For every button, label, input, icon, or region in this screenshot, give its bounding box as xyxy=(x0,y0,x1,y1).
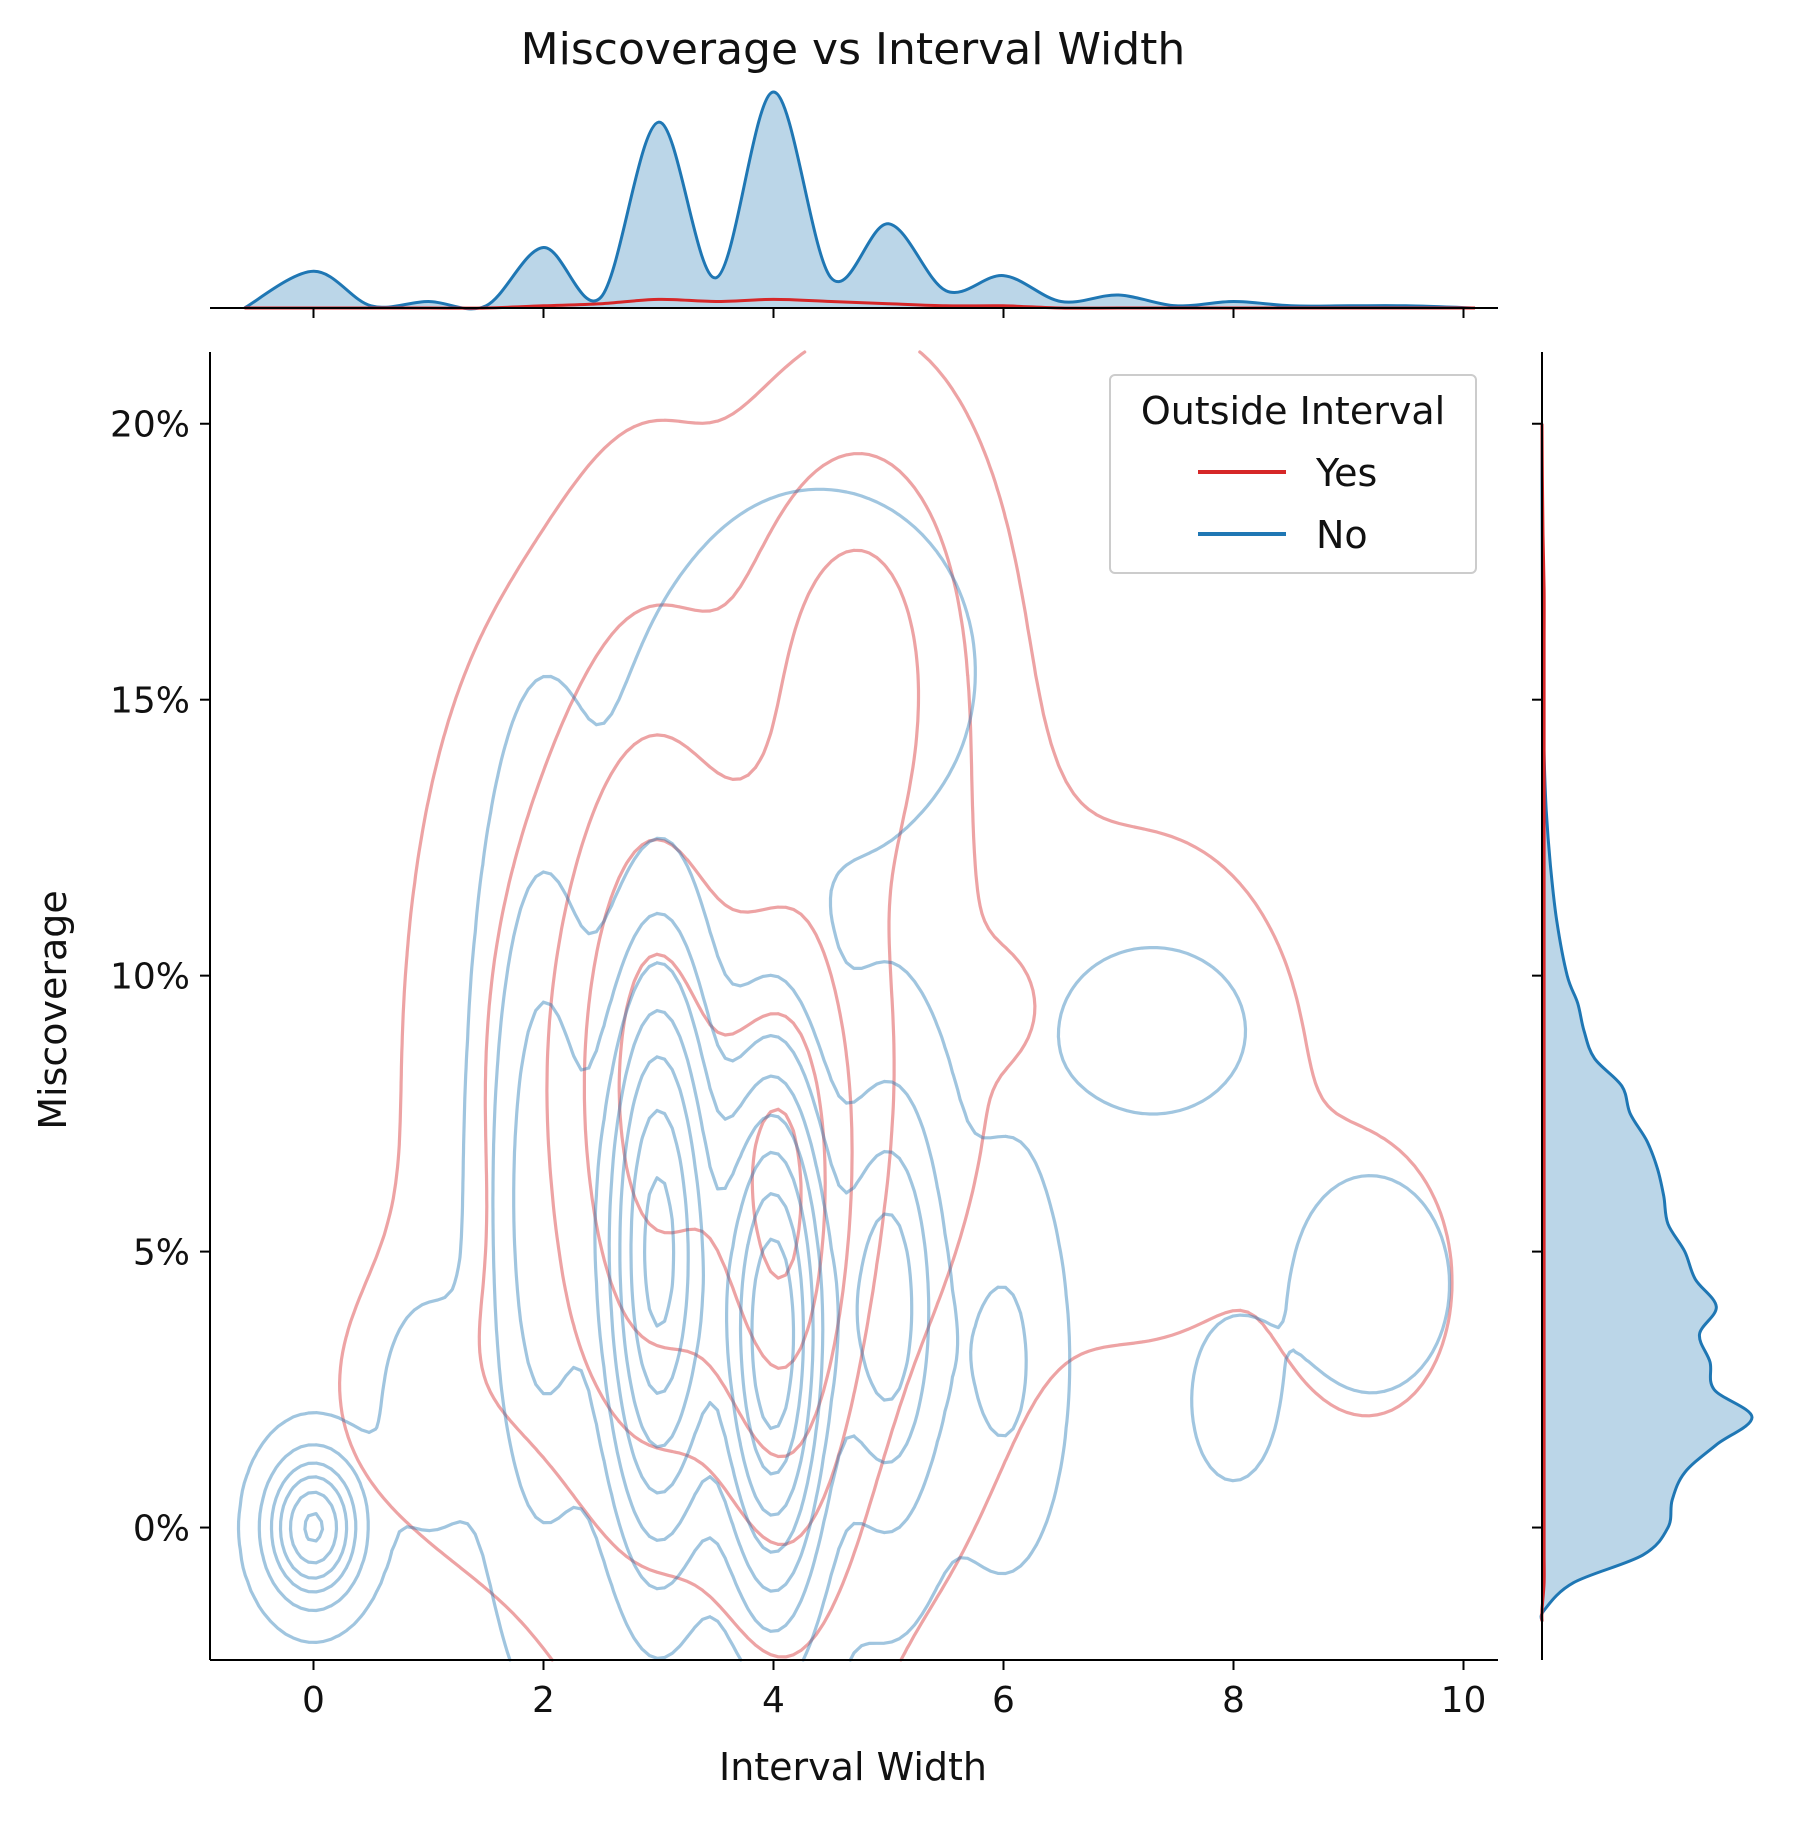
x-tick-label: 4 xyxy=(762,1680,785,1721)
y-tick-label: 0% xyxy=(133,1509,190,1550)
contour-line-yes xyxy=(617,952,827,1370)
contour-line-no xyxy=(303,1055,815,1543)
contour-line-yes xyxy=(338,350,1454,1662)
x-tick-label: 2 xyxy=(532,1680,555,1721)
contour-line-yes xyxy=(545,548,921,1546)
marginal-x-no-fill xyxy=(244,92,1475,309)
contour-line-no xyxy=(629,1108,805,1476)
contour-line-no xyxy=(278,961,914,1593)
chart-title: Miscoverage vs Interval Width xyxy=(521,24,1186,75)
marginal-y-no-fill xyxy=(1541,423,1753,1622)
contour-line-no xyxy=(288,1009,825,1565)
y-tick-label: 15% xyxy=(110,681,190,722)
y-tick-label: 5% xyxy=(133,1233,190,1274)
x-tick-label: 8 xyxy=(1222,1680,1245,1721)
x-axis-label: Interval Width xyxy=(719,1745,987,1789)
contour-line-no xyxy=(269,911,931,1633)
marginal-y-yes-line xyxy=(1540,423,1546,1622)
legend-label-yes: Yes xyxy=(1315,451,1377,495)
marginal-x-ticks xyxy=(312,308,1465,318)
legend-title: Outside Interval xyxy=(1141,389,1445,433)
contour-line-no xyxy=(236,487,1452,1662)
x-ticks: 0 2 4 6 8 10 xyxy=(302,1660,1486,1721)
y-tick-label: 20% xyxy=(110,405,190,446)
y-axis-label: Miscoverage xyxy=(31,890,75,1130)
legend: Outside Interval Yes No xyxy=(1109,374,1477,574)
x-tick-label: 10 xyxy=(1441,1680,1487,1721)
x-tick-label: 0 xyxy=(302,1680,325,1721)
y-tick-label: 10% xyxy=(110,957,190,998)
contour-line-yes xyxy=(477,452,1037,1659)
x-tick-label: 6 xyxy=(992,1680,1015,1721)
legend-label-no: No xyxy=(1316,513,1368,557)
y-ticks: 0% 5% 10% 15% 20% xyxy=(110,405,210,1550)
marginal-y-panel xyxy=(1532,352,1754,1660)
contour-series-no xyxy=(236,487,1452,1662)
contour-line-no xyxy=(643,1176,796,1430)
contour-line-yes xyxy=(582,838,854,1459)
marginal-x-panel xyxy=(210,90,1498,318)
legend-frame xyxy=(1109,374,1477,574)
contour-series-yes xyxy=(338,350,1454,1662)
contour-line-yes xyxy=(750,1107,803,1280)
marginal-y-ticks xyxy=(1532,422,1542,1529)
marginal-x-no-line xyxy=(243,90,1476,311)
joint-panel: 0 2 4 6 8 10 0% 5% 10% 15% 20% Interval Width Mis… xyxy=(31,350,1498,1789)
contour-line-no xyxy=(257,836,1028,1662)
